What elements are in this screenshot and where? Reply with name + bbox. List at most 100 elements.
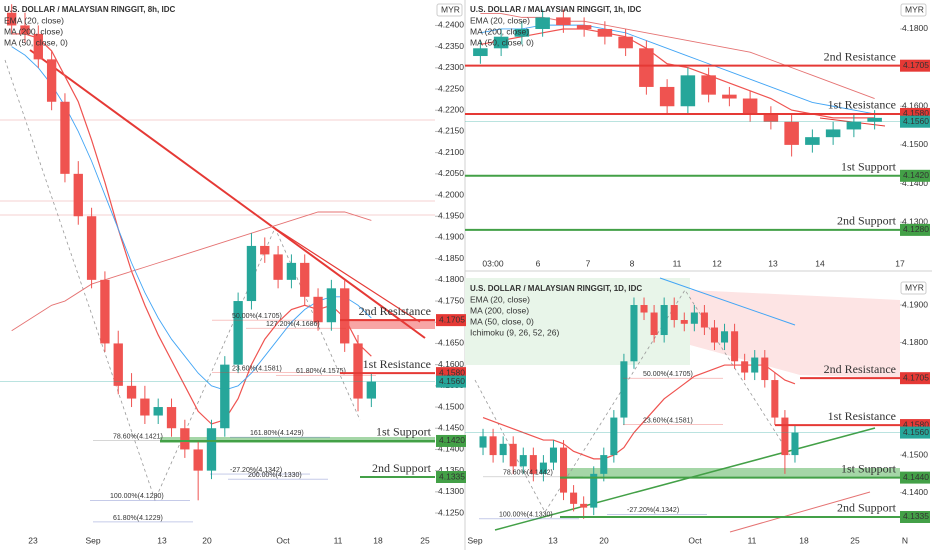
indicator-line — [11, 33, 372, 425]
candle-body — [326, 288, 337, 323]
fib-zigzag — [4, 59, 361, 502]
x-tick-label: Oct — [688, 535, 702, 545]
candle-body — [126, 385, 137, 399]
level-badge — [900, 169, 930, 182]
y-tick-label: 4.1750 — [438, 295, 464, 305]
x-tick-label: 25 — [850, 535, 860, 545]
fib-label: -27.20%(4.1342) — [230, 467, 282, 474]
currency-label: MYR — [905, 282, 924, 292]
y-tick-label: 4.1600 — [902, 101, 928, 111]
level-badge-label: 4.1705 — [903, 60, 929, 70]
candle-body — [473, 48, 488, 57]
y-tick-label: 4.1800 — [902, 23, 928, 33]
level-badge-label: 4.1335 — [439, 471, 465, 481]
y-tick-label: 4.1400 — [902, 487, 928, 497]
candle-body — [20, 25, 30, 34]
y-tick-label: 4.2150 — [438, 126, 464, 136]
candle-body — [680, 320, 688, 324]
candle-body — [206, 428, 217, 471]
legend-entry: EMA (20, close) — [470, 294, 530, 304]
candle-body — [33, 33, 43, 60]
y-tick-label: 4.1500 — [438, 401, 464, 411]
candle-body — [166, 407, 177, 429]
panel-title: U.S. DOLLAR / MALAYSIAN RINGGIT, 1h, IDC — [470, 5, 641, 14]
downtrend-line — [269, 224, 421, 323]
legend-entry: MA (50, close, 0) — [470, 316, 534, 326]
candle-body — [701, 75, 716, 95]
fib-label: 200.00%(4.1330) — [248, 472, 302, 479]
level-badge-label: 4.1335 — [903, 511, 929, 521]
fib-label: 23.60%(4.1581) — [643, 418, 693, 425]
indicator-line — [11, 211, 372, 332]
ma-line — [729, 491, 871, 533]
candle-body — [6, 12, 17, 26]
legend-entry: EMA (20, close) — [470, 15, 530, 25]
level-name: 2nd Resistance — [359, 304, 431, 318]
candle-body — [825, 129, 841, 138]
level-name: 1st Resistance — [828, 409, 896, 423]
x-tick-label: 13 — [157, 535, 167, 545]
candle-body — [180, 428, 190, 450]
level-badge — [900, 223, 930, 236]
uptrend-line — [494, 427, 876, 531]
x-tick-label: Sep — [467, 535, 482, 545]
x-tick-label: 13 — [548, 535, 558, 545]
level-badge-label: 4.1705 — [439, 314, 465, 324]
fib-label: 50.00%(4.1705) — [643, 371, 693, 378]
x-tick-label: 25 — [420, 535, 430, 545]
fib-label: 78.60%(4.1421) — [113, 433, 163, 440]
level-name: 2nd Support — [372, 461, 432, 475]
ichimoku-cloud — [690, 290, 900, 378]
candle-body — [153, 407, 163, 416]
candle-body — [639, 48, 654, 87]
y-tick-label: 4.1400 — [902, 178, 928, 188]
y-tick-label: 4.1900 — [438, 232, 464, 242]
x-tick-label: 17 — [895, 258, 905, 268]
candle-body — [193, 449, 203, 471]
x-tick-label: 03:00 — [482, 258, 504, 268]
level-badge-label: 4.1420 — [439, 435, 465, 445]
candle-body — [86, 216, 97, 280]
y-tick-label: 4.2400 — [438, 20, 464, 30]
level-name: 2nd Resistance — [824, 362, 896, 376]
level-badge — [436, 434, 466, 447]
candle-body — [700, 312, 708, 328]
candle-body — [620, 361, 628, 418]
x-tick-label: 11 — [748, 535, 757, 545]
y-tick-label: 4.1650 — [438, 338, 464, 348]
candle-body — [731, 331, 739, 362]
x-tick-label: 23 — [28, 535, 38, 545]
legend-entry: EMA (20, close) — [4, 15, 64, 25]
fib-label: 50.00%(4.1705) — [232, 313, 282, 320]
candle-body — [721, 331, 729, 343]
y-tick-label: 4.1300 — [902, 216, 928, 226]
legend-entry: Ichimoku (9, 26, 52, 26) — [470, 327, 559, 337]
y-tick-label: 4.1500 — [902, 449, 928, 459]
candle-body — [722, 94, 737, 99]
support-zone — [560, 468, 900, 478]
candle-body — [580, 503, 588, 508]
y-tick-label: 4.1800 — [902, 337, 928, 347]
level-badge — [900, 510, 930, 523]
legend-entry: MA (50, close, 0) — [470, 37, 534, 47]
fib-label: 23.60%(4.1581) — [232, 366, 282, 373]
candle-body — [479, 436, 487, 448]
level-badge-label: 4.1280 — [903, 224, 929, 234]
candle-body — [556, 17, 571, 26]
candle-body — [791, 432, 799, 456]
x-tick-label: 7 — [586, 258, 591, 268]
x-tick-label: Sep — [85, 535, 100, 545]
candle-body — [539, 462, 547, 474]
fib-label: 100.00%(4.1330) — [499, 512, 553, 519]
panel-title: U.S. DOLLAR / MALAYSIAN RINGGIT, 1D, IDC — [470, 284, 642, 293]
candle-body — [867, 117, 882, 122]
candle-body — [597, 28, 613, 37]
candle-body — [742, 98, 758, 114]
candle-body — [509, 443, 517, 467]
candle-body — [220, 364, 230, 429]
candle-body — [660, 305, 668, 336]
indicator-line — [11, 46, 372, 391]
y-tick-label: 4.1250 — [438, 507, 464, 517]
price-badge — [436, 375, 466, 388]
price-badge-label: 4.1560 — [439, 376, 465, 386]
